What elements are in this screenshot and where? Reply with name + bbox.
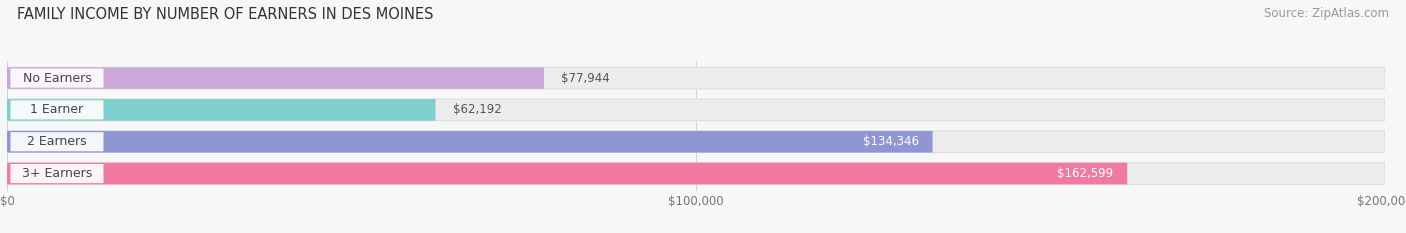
FancyBboxPatch shape xyxy=(7,67,1385,89)
FancyBboxPatch shape xyxy=(7,99,1385,121)
Text: $62,192: $62,192 xyxy=(453,103,502,116)
Text: 1 Earner: 1 Earner xyxy=(31,103,83,116)
Text: 2 Earners: 2 Earners xyxy=(27,135,87,148)
FancyBboxPatch shape xyxy=(10,69,104,88)
FancyBboxPatch shape xyxy=(7,163,1385,184)
Text: No Earners: No Earners xyxy=(22,72,91,85)
Text: 3+ Earners: 3+ Earners xyxy=(22,167,93,180)
Text: $162,599: $162,599 xyxy=(1057,167,1114,180)
FancyBboxPatch shape xyxy=(7,163,1128,184)
Text: Source: ZipAtlas.com: Source: ZipAtlas.com xyxy=(1264,7,1389,20)
FancyBboxPatch shape xyxy=(7,131,932,153)
FancyBboxPatch shape xyxy=(7,99,436,121)
FancyBboxPatch shape xyxy=(10,100,104,120)
FancyBboxPatch shape xyxy=(10,164,104,183)
FancyBboxPatch shape xyxy=(7,131,1385,153)
FancyBboxPatch shape xyxy=(7,67,544,89)
Text: $134,346: $134,346 xyxy=(863,135,918,148)
Text: FAMILY INCOME BY NUMBER OF EARNERS IN DES MOINES: FAMILY INCOME BY NUMBER OF EARNERS IN DE… xyxy=(17,7,433,22)
Text: $77,944: $77,944 xyxy=(561,72,610,85)
FancyBboxPatch shape xyxy=(10,132,104,151)
